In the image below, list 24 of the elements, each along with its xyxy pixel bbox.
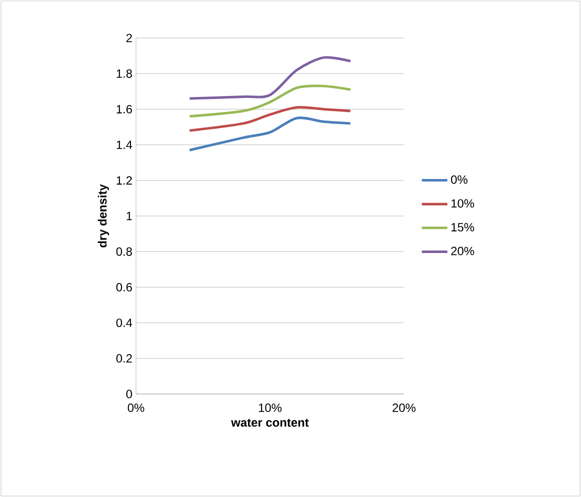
legend-label: 10%: [451, 199, 474, 208]
x-tick-label: 0%: [128, 404, 144, 412]
x-tick-label: 10%: [258, 404, 282, 412]
y-tick-label: 0.2: [116, 354, 132, 363]
y-tick-label: 1: [126, 212, 132, 220]
y-tick-label: 1.4: [116, 140, 132, 149]
x-axis-title: water content: [231, 418, 309, 427]
y-tick-label: 1.2: [116, 176, 132, 185]
y-tick-label: 0.6: [116, 282, 132, 292]
line-series: [188, 106, 352, 132]
x-tick-label: 20%: [392, 404, 416, 412]
y-tick-label: 0: [126, 390, 132, 398]
line-series: [188, 56, 352, 100]
line-series: [188, 84, 352, 118]
legend-label: 20%: [451, 246, 474, 256]
y-axis-title: dry density: [98, 184, 110, 248]
y-tick-label: 0.8: [116, 247, 132, 256]
line-series: [188, 116, 352, 152]
legend-label: 0%: [451, 175, 468, 184]
legend-label: 15%: [451, 223, 474, 232]
y-tick-label: 2: [126, 34, 132, 42]
y-tick-label: 1.6: [116, 104, 132, 114]
y-tick-label: 0.4: [116, 318, 132, 328]
y-tick-label: 1.8: [116, 69, 132, 78]
